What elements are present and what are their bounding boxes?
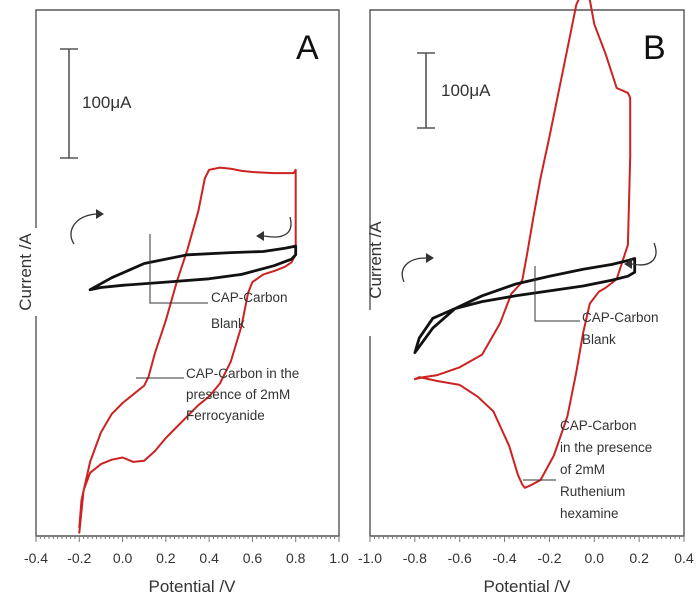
panel-a-scale-bar-label: 100μA xyxy=(82,93,132,112)
panel-a-curves xyxy=(78,166,298,534)
panel-b-annotation-ruthenium: CAP-Carbon in the presence of 2mM Ruthen… xyxy=(560,418,656,521)
panel-a-x-tick-label: 0.6 xyxy=(243,550,263,566)
panel-b-frame xyxy=(369,9,685,537)
panel-a-x-tick-label: 0.2 xyxy=(156,550,176,566)
panel-b: -1.0 -0.8 -0.6 -0.4 -0.2 0.0 0.2 0.4 B 100μA Cu… xyxy=(358,0,694,596)
panel-a-x-tick-label: 0.4 xyxy=(199,550,219,566)
panel-b-curves xyxy=(413,0,637,489)
panel-a-direction-arrows xyxy=(70,209,292,245)
panel-a-red-voltammogram xyxy=(78,166,297,534)
panel-a-black-blank-voltammogram xyxy=(88,244,298,292)
panel-a-y-axis-label: Current /A xyxy=(16,233,35,311)
panel-b-x-tick-label: 0.0 xyxy=(585,550,605,566)
panel-b-direction-arrows xyxy=(401,242,657,283)
panel-a-scale-bar xyxy=(60,48,78,159)
panel-a-label: A xyxy=(296,29,319,67)
panel-a-x-tick-label: -0.2 xyxy=(67,550,91,566)
panel-a-ticks: -0.4 -0.2 0.0 0.2 0.4 0.6 0.8 1.0 xyxy=(24,536,349,566)
panel-b-x-tick-label: 0.2 xyxy=(629,550,649,566)
panel-b-x-axis-label: Potential /V xyxy=(484,577,572,596)
panel-b-label: B xyxy=(643,29,666,67)
panel-b-black-blank-voltammogram xyxy=(413,257,637,355)
panel-a: -0.4 -0.2 0.0 0.2 0.4 0.6 0.8 1.0 A 100μA Curre… xyxy=(16,9,349,596)
panel-a-annotation-ferrocyanide: CAP-Carbon in the presence of 2mM Ferroc… xyxy=(186,366,303,423)
panel-b-y-axis-label: Current /A xyxy=(366,221,385,299)
panel-b-scale-bar-label: 100μA xyxy=(441,81,491,100)
panel-a-frame xyxy=(35,9,340,537)
panel-b-x-tick-label: -0.2 xyxy=(537,550,561,566)
panel-b-x-tick-label: -0.6 xyxy=(448,550,472,566)
panel-a-annotation-blank: CAP-Carbon Blank xyxy=(211,290,291,331)
panel-b-x-tick-label: -0.4 xyxy=(493,550,517,566)
panel-b-annotation-blank: CAP-Carbon Blank xyxy=(582,310,662,347)
panel-b-x-tick-label: 0.4 xyxy=(674,550,694,566)
panel-b-ticks: -1.0 -0.8 -0.6 -0.4 -0.2 0.0 0.2 0.4 xyxy=(358,536,694,566)
panel-b-x-tick-label: -0.8 xyxy=(403,550,427,566)
panel-b-scale-bar xyxy=(417,52,435,129)
panel-b-red-voltammogram xyxy=(413,0,632,489)
panel-a-x-tick-label: 1.0 xyxy=(329,550,349,566)
panel-a-x-tick-label: -0.4 xyxy=(24,550,48,566)
panel-a-x-tick-label: 0.8 xyxy=(286,550,306,566)
panel-a-x-tick-label: 0.0 xyxy=(113,550,133,566)
panel-a-x-axis-label: Potential /V xyxy=(149,577,237,596)
panel-b-x-tick-label: -1.0 xyxy=(358,550,382,566)
